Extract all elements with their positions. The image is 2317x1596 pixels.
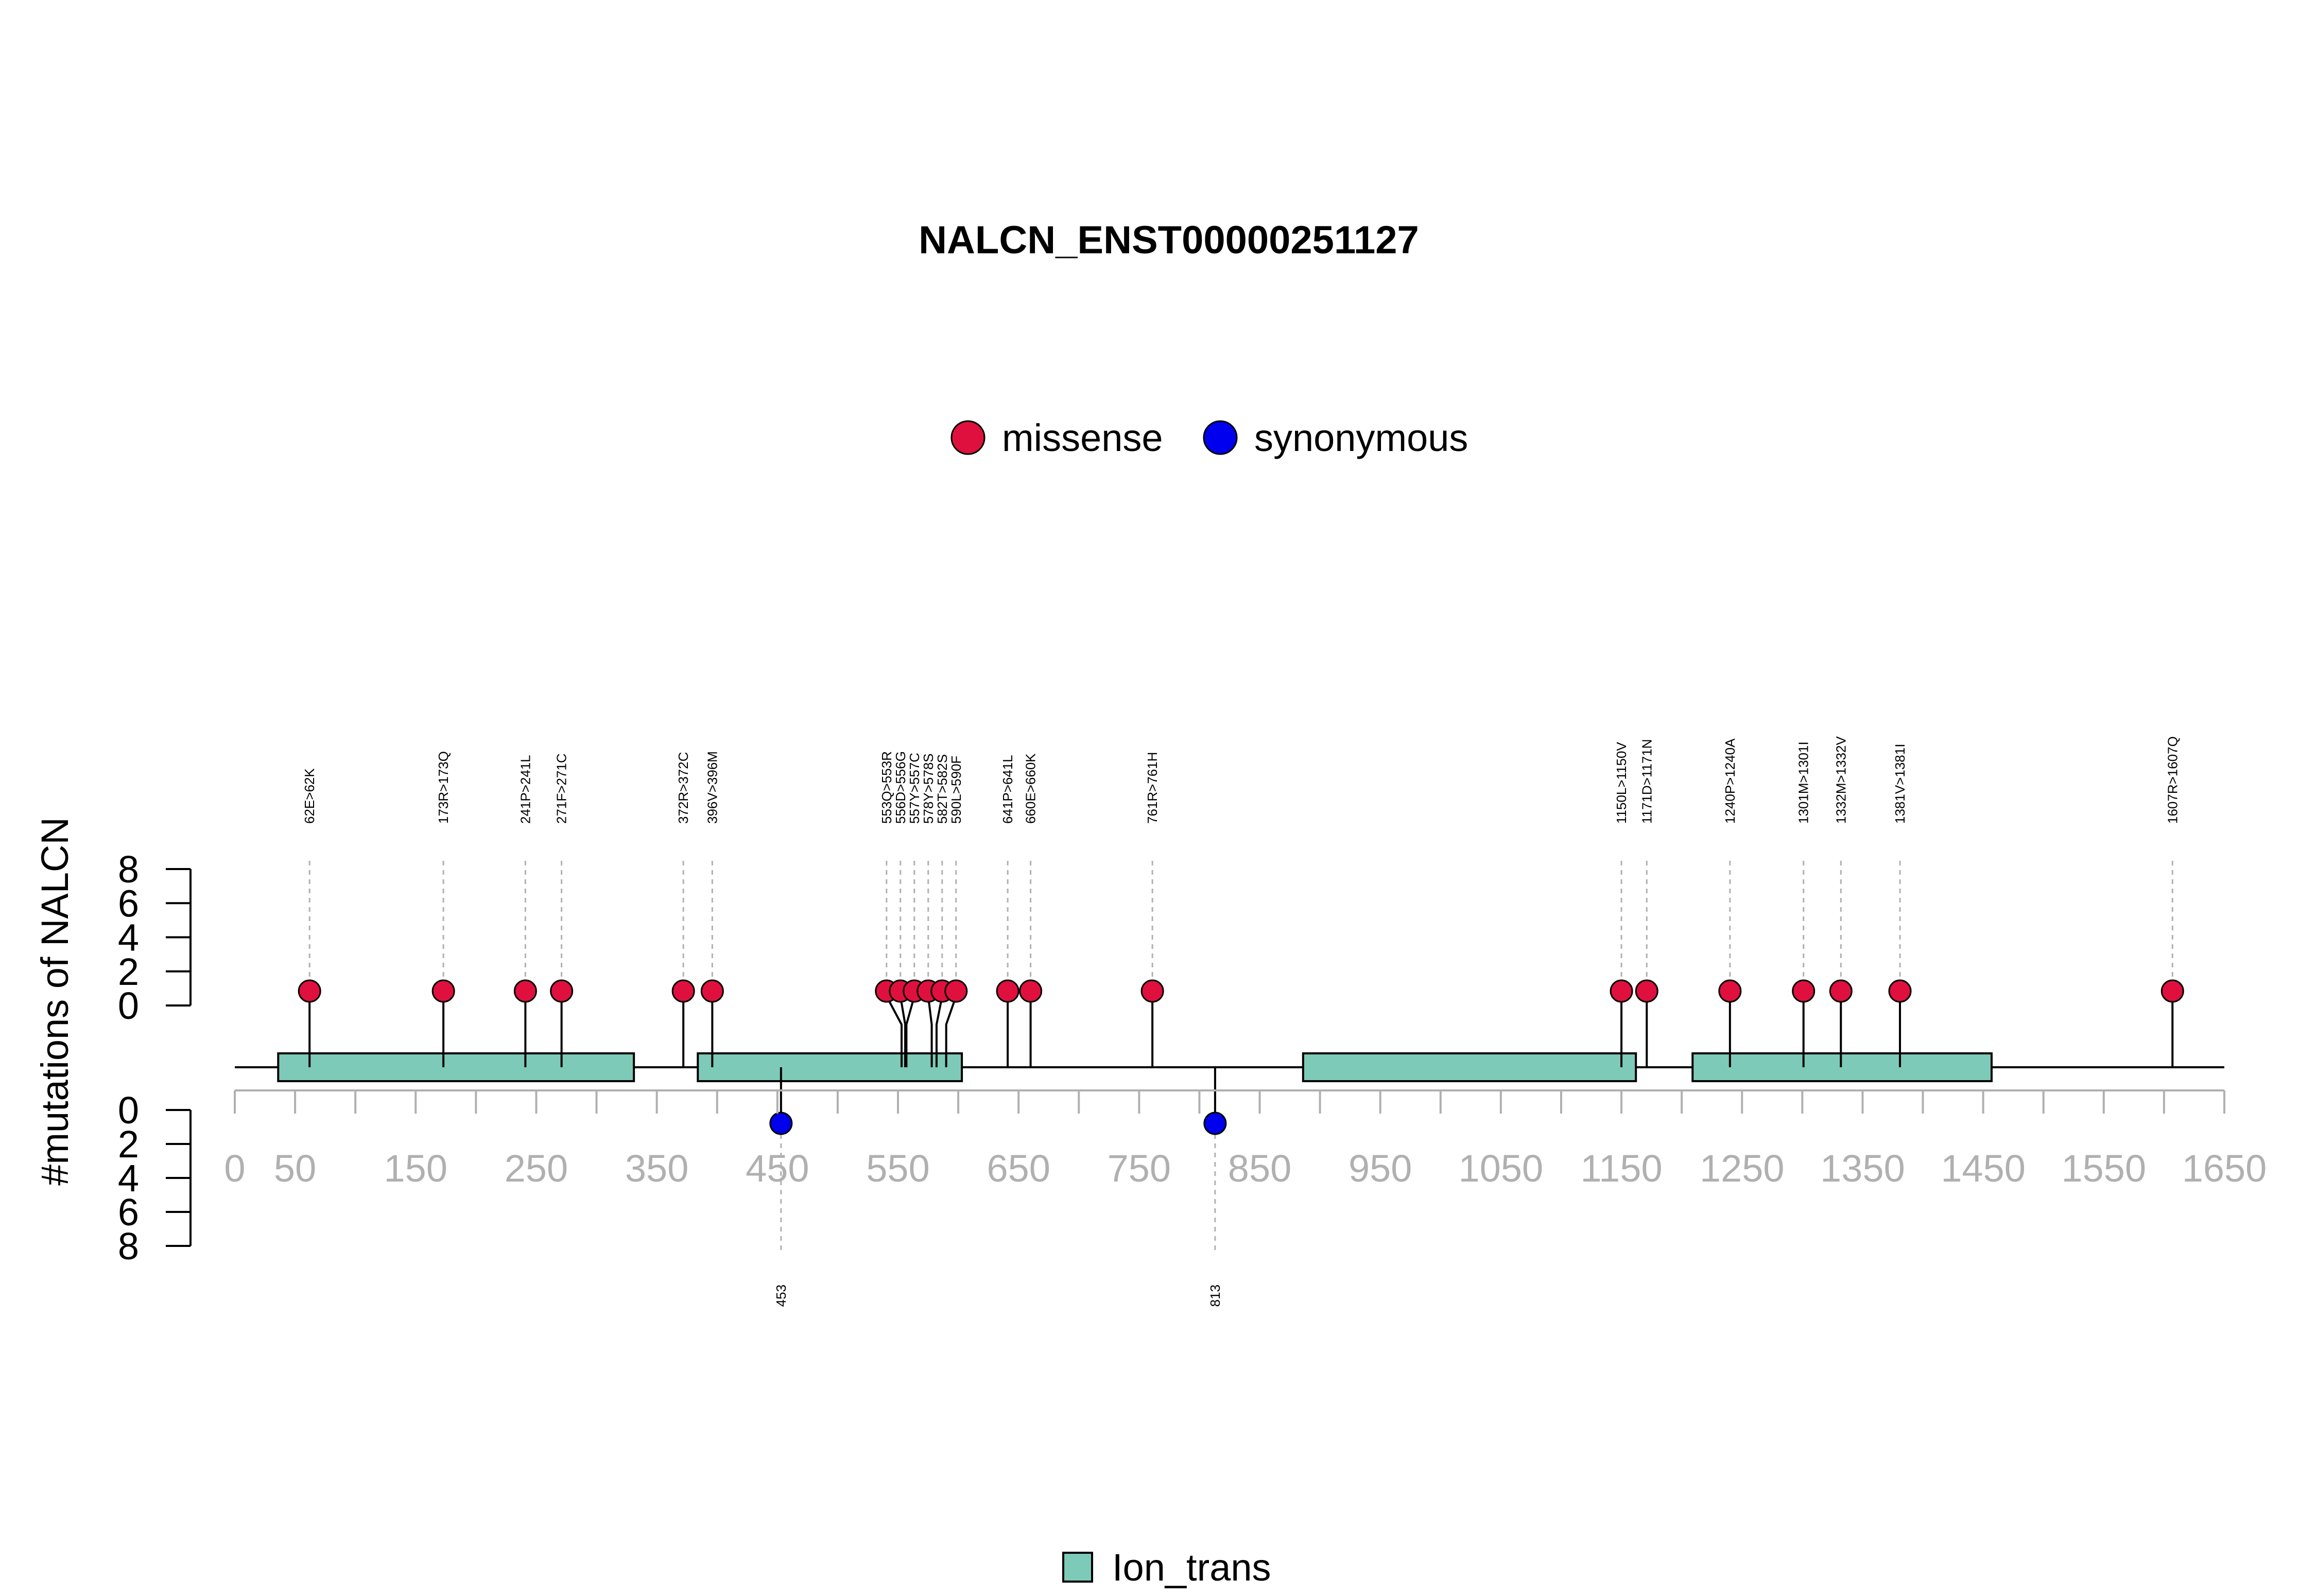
y-bottom-tick-label-4: 4 bbox=[118, 1157, 139, 1200]
point-1171D>1171N bbox=[1635, 979, 1658, 1003]
y-top-tick-label-4: 4 bbox=[118, 916, 139, 959]
point-1332M>1332V bbox=[1829, 979, 1853, 1003]
label-1171D>1171N: 1171D>1171N bbox=[1639, 739, 1654, 824]
label-556D>556G: 556D>556G bbox=[893, 751, 908, 824]
x-tick-label-550: 550 bbox=[866, 1147, 929, 1190]
point-590L>590F bbox=[944, 979, 968, 1003]
y-bottom-tick-label-8: 8 bbox=[118, 1225, 139, 1268]
label-590L>590F: 590L>590F bbox=[948, 756, 964, 824]
x-tick-label-950: 950 bbox=[1348, 1147, 1412, 1190]
label-1301M>1301I: 1301M>1301I bbox=[1796, 741, 1811, 824]
y-axis-label: #mutations of NALCN bbox=[33, 817, 76, 1186]
point-62E>62K bbox=[298, 979, 321, 1003]
label-453: 453 bbox=[773, 1285, 789, 1307]
label-553Q>553R: 553Q>553R bbox=[879, 751, 894, 824]
point-660E>660K bbox=[1019, 979, 1043, 1003]
label-1607R>1607Q: 1607R>1607Q bbox=[2165, 736, 2180, 824]
guide-lines bbox=[308, 861, 2173, 1251]
x-tick-label-1350: 1350 bbox=[1820, 1147, 1905, 1190]
chart-title: NALCN_ENST00000251127 bbox=[919, 218, 1419, 262]
domain-legend-label-Ion_trans: Ion_trans bbox=[1112, 1546, 1271, 1589]
label-578Y>578S: 578Y>578S bbox=[921, 753, 936, 824]
x-tick-label-650: 650 bbox=[987, 1147, 1050, 1190]
point-1240P>1240A bbox=[1718, 979, 1742, 1003]
x-tick-label-0: 0 bbox=[224, 1147, 245, 1190]
legend-label-missense: missense bbox=[1002, 417, 1163, 459]
x-tick-label-450: 450 bbox=[746, 1147, 809, 1190]
x-tick-label-1550: 1550 bbox=[2062, 1147, 2147, 1190]
label-557Y>557C: 557Y>557C bbox=[907, 753, 922, 824]
x-axis: 0 50 150 250 350 450 550 650 750 850 950 1050 1150 12… bbox=[224, 1089, 2267, 1190]
y-bottom-tick-label-6: 6 bbox=[118, 1191, 139, 1234]
domain-legend-swatch-Ion_trans bbox=[1062, 1552, 1093, 1583]
y-top-tick-label-0: 0 bbox=[118, 984, 139, 1027]
legend-marker-synonymous bbox=[1203, 420, 1238, 455]
label-1332M>1332V: 1332M>1332V bbox=[1833, 736, 1848, 824]
label-660E>660K: 660E>660K bbox=[1023, 753, 1039, 824]
label-813: 813 bbox=[1207, 1285, 1223, 1307]
label-761R>761H: 761R>761H bbox=[1145, 752, 1160, 824]
point-813 bbox=[1203, 1112, 1227, 1135]
y-bottom-tick-label-2: 2 bbox=[118, 1123, 139, 1166]
x-tick-label-1050: 1050 bbox=[1459, 1147, 1544, 1190]
label-1381V>1381I: 1381V>1381I bbox=[1892, 744, 1908, 824]
x-tick-label-250: 250 bbox=[505, 1147, 568, 1190]
x-tick-label-1650: 1650 bbox=[2182, 1147, 2267, 1190]
label-396V>396M: 396V>396M bbox=[704, 751, 720, 824]
domain-box-2 bbox=[697, 1052, 963, 1082]
mutation-points bbox=[298, 979, 2184, 1135]
label-372R>372C: 372R>372C bbox=[676, 752, 691, 824]
point-453 bbox=[769, 1112, 793, 1135]
x-tick-label-1450: 1450 bbox=[1941, 1147, 2026, 1190]
point-241P>241L bbox=[513, 979, 537, 1003]
point-396V>396M bbox=[700, 979, 724, 1003]
x-tick-label-50: 50 bbox=[274, 1147, 316, 1190]
label-1240P>1240A: 1240P>1240A bbox=[1722, 738, 1738, 824]
label-1150L>1150V: 1150L>1150V bbox=[1614, 742, 1629, 824]
label-173R>173Q: 173R>173Q bbox=[436, 751, 451, 824]
y-bottom-tick-label-0: 0 bbox=[118, 1089, 139, 1132]
mutation-labels: 62E>62K 173R>173Q 241P>241L 271F>271C 372R>3… bbox=[302, 736, 2180, 1307]
mutation-type-legend: missense synonymous bbox=[950, 417, 1468, 459]
point-761R>761H bbox=[1140, 979, 1164, 1003]
label-241P>241L: 241P>241L bbox=[517, 755, 533, 824]
domain-box-1 bbox=[277, 1052, 635, 1082]
point-372R>372C bbox=[671, 979, 695, 1003]
point-1150L>1150V bbox=[1610, 979, 1633, 1003]
label-582T>582S: 582T>582S bbox=[935, 754, 950, 824]
point-1607R>1607Q bbox=[2160, 979, 2184, 1003]
point-1301M>1301I bbox=[1792, 979, 1815, 1003]
legend-label-synonymous: synonymous bbox=[1254, 417, 1468, 459]
point-271F>271C bbox=[550, 979, 574, 1003]
domain-legend: Ion_trans bbox=[1062, 1546, 1271, 1589]
x-tick-label-750: 750 bbox=[1108, 1147, 1171, 1190]
point-1381V>1381I bbox=[1888, 979, 1912, 1003]
label-641P>641L: 641P>641L bbox=[1000, 755, 1015, 824]
domains bbox=[277, 1052, 1993, 1082]
point-173R>173Q bbox=[431, 979, 455, 1003]
label-271F>271C: 271F>271C bbox=[554, 753, 569, 824]
domain-box-3 bbox=[1302, 1052, 1637, 1082]
x-tick-label-1250: 1250 bbox=[1700, 1147, 1785, 1190]
y-top-tick-label-2: 2 bbox=[118, 950, 139, 993]
y-top-tick-label-8: 8 bbox=[118, 848, 139, 891]
x-tick-label-1150: 1150 bbox=[1581, 1147, 1663, 1190]
x-tick-label-850: 850 bbox=[1228, 1147, 1291, 1190]
legend-marker-missense bbox=[950, 420, 985, 455]
label-62E>62K: 62E>62K bbox=[302, 768, 317, 824]
point-641P>641L bbox=[996, 979, 1019, 1003]
x-tick-label-350: 350 bbox=[625, 1147, 688, 1190]
x-tick-label-150: 150 bbox=[384, 1147, 447, 1190]
y-top-tick-label-6: 6 bbox=[118, 882, 139, 925]
domain-box-4 bbox=[1691, 1052, 1993, 1082]
